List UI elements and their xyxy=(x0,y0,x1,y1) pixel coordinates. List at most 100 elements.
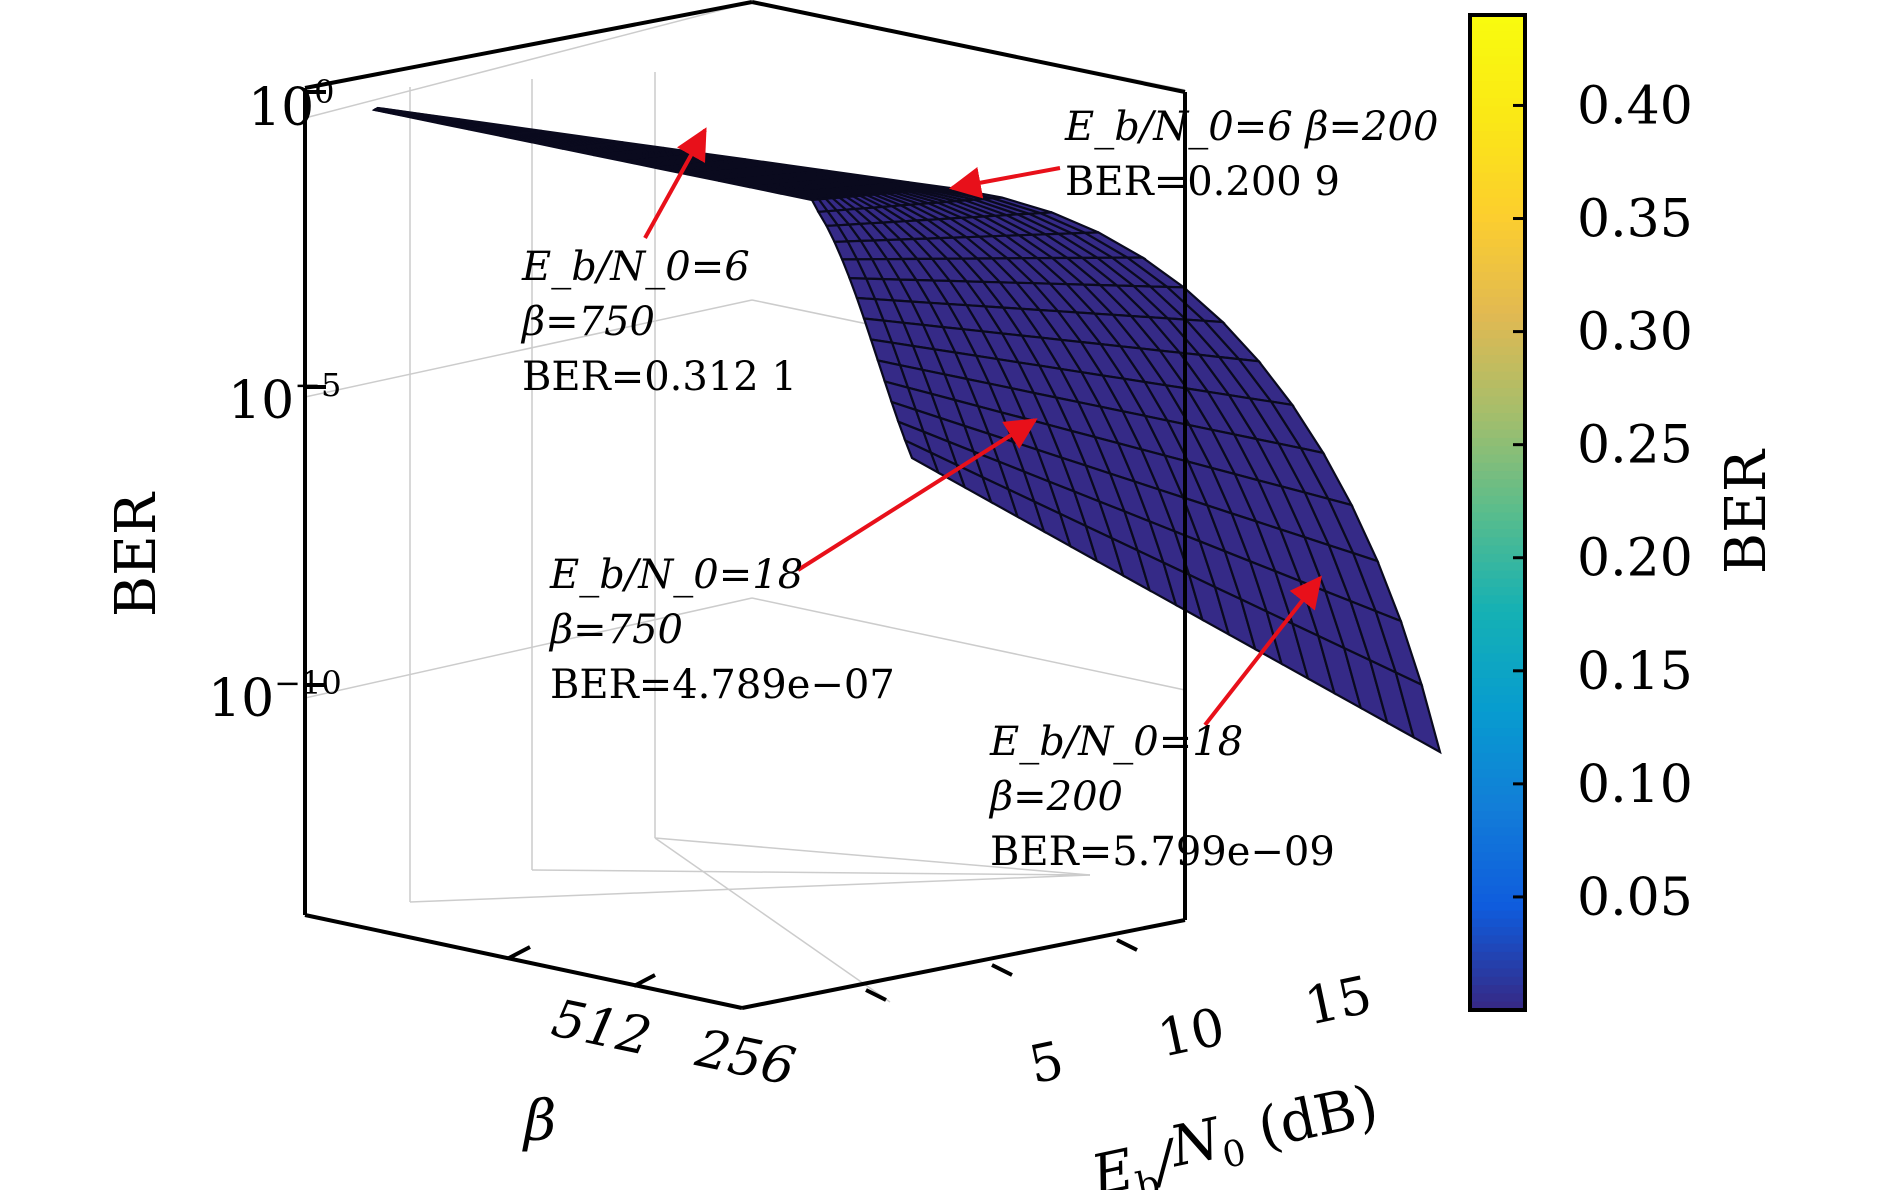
colorbar-swatch xyxy=(1470,927,1525,937)
colorbar-swatch xyxy=(1470,404,1525,414)
colorbar-tick-label: 0.05 xyxy=(1577,868,1693,928)
colorbar-swatch xyxy=(1470,811,1525,821)
annotation-4: E_b/N_0=18 β=200 BER=5.799e−09 xyxy=(988,719,1335,875)
colorbar-swatch xyxy=(1470,313,1525,323)
colorbar: 0.40 0.35 0.30 0.25 0.20 0.15 0.10 0.05 BER xyxy=(1468,13,1779,1012)
grid-line xyxy=(304,597,753,699)
colorbar-swatch xyxy=(1470,520,1525,531)
colorbar-swatch xyxy=(1470,437,1525,448)
colorbar-swatch xyxy=(1470,960,1525,970)
annotation-2: E_b/N_0=6 β=200 BER=0.200 9 xyxy=(1064,104,1451,205)
colorbar-swatch xyxy=(1470,645,1525,655)
colorbar-swatch xyxy=(1470,918,1525,929)
snr-tick-label-2: 15 xyxy=(1300,965,1377,1037)
axis-box xyxy=(303,0,1187,1010)
colorbar-swatch xyxy=(1470,180,1525,191)
colorbar-swatch xyxy=(1470,396,1525,406)
colorbar-swatch xyxy=(1470,628,1525,638)
colorbar-swatch xyxy=(1470,280,1525,290)
colorbar-swatch xyxy=(1470,89,1525,99)
annotation-1-line-2: β=750 xyxy=(520,299,655,345)
z-tick-label-1: 10−5 xyxy=(228,366,341,431)
axis-line xyxy=(751,0,1186,94)
colorbar-swatch xyxy=(1470,39,1525,50)
colorbar-swatch xyxy=(1470,139,1525,149)
colorbar-swatch xyxy=(1470,354,1525,365)
annotation-3: E_b/N_0=18 β=750 BER=4.789e−07 xyxy=(548,552,895,708)
colorbar-swatch xyxy=(1470,869,1525,879)
colorbar-swatch xyxy=(1470,512,1525,522)
grid-line xyxy=(409,874,1091,903)
snr-tick-mark xyxy=(1116,938,1138,952)
colorbar-swatch xyxy=(1470,686,1525,696)
colorbar-swatch xyxy=(1470,595,1525,605)
annotation-arrow-2 xyxy=(948,166,1061,199)
colorbar-swatch xyxy=(1470,446,1525,456)
snr-title-part: E xyxy=(1085,1137,1139,1190)
colorbar-swatch xyxy=(1470,155,1525,166)
colorbar-swatch xyxy=(1470,553,1525,564)
colorbar-swatch xyxy=(1470,272,1525,282)
snr-title-part: (dB) xyxy=(1235,1073,1384,1165)
colorbar-swatch xyxy=(1470,570,1525,580)
beta-axis-ticks xyxy=(508,945,656,988)
colorbar-swatch xyxy=(1470,363,1525,373)
colorbar-swatch xyxy=(1470,214,1525,224)
grid-line xyxy=(304,299,753,398)
annotation-1: E_b/N_0=6 β=750 BER=0.312 1 xyxy=(520,244,797,400)
colorbar-swatch xyxy=(1470,694,1525,705)
colorbar-swatch xyxy=(1470,296,1525,307)
colorbar-swatch xyxy=(1470,711,1525,721)
colorbar-frame xyxy=(1468,13,1527,1012)
colorbar-swatch xyxy=(1470,247,1525,257)
colorbar-swatch xyxy=(1470,197,1525,207)
colorbar-swatch xyxy=(1470,976,1525,987)
annotation-4-line-1: E_b/N_0=18 xyxy=(989,719,1243,765)
ber-surface xyxy=(371,106,1442,755)
colorbar-swatch xyxy=(1470,620,1525,630)
snr-tick-mark xyxy=(991,963,1013,977)
colorbar-swatch xyxy=(1470,603,1525,613)
colorbar-swatch xyxy=(1470,612,1525,622)
snr-tick-label-1: 10 xyxy=(1153,997,1230,1069)
colorbar-tick-label: 0.15 xyxy=(1577,642,1693,702)
grid-line xyxy=(654,837,1091,876)
beta-axis-title: β xyxy=(522,1089,556,1154)
grid-lines xyxy=(304,1,1186,1003)
colorbar-swatch xyxy=(1470,935,1525,945)
annotation-arrow-4 xyxy=(1203,575,1322,727)
beta-tick-mark xyxy=(633,973,656,988)
colorbar-swatch xyxy=(1470,56,1525,66)
colorbar-tick-label: 0.35 xyxy=(1577,190,1693,250)
colorbar-swatch xyxy=(1470,844,1525,854)
colorbar-tick-label: 0.40 xyxy=(1577,76,1693,136)
colorbar-swatch xyxy=(1470,454,1525,464)
colorbar-swatch xyxy=(1470,338,1525,348)
colorbar-swatch xyxy=(1470,794,1525,804)
annotation-3-line-1: E_b/N_0=18 xyxy=(549,552,803,598)
axis-line xyxy=(741,918,1186,1010)
colorbar-swatch xyxy=(1470,495,1525,506)
colorbar-swatch xyxy=(1470,761,1525,771)
colorbar-swatch xyxy=(1470,48,1525,58)
z-axis-ticks xyxy=(305,90,326,687)
colorbar-tick-label: 0.10 xyxy=(1577,755,1693,815)
colorbar-swatch xyxy=(1470,827,1525,837)
colorbar-swatch xyxy=(1470,893,1525,904)
colorbar-swatch xyxy=(1470,73,1525,83)
colorbar-tick-label: 0.25 xyxy=(1577,416,1693,476)
colorbar-swatch xyxy=(1470,877,1525,887)
colorbar-swatch xyxy=(1470,728,1525,738)
colorbar-swatch xyxy=(1470,993,1525,1003)
colorbar-swatch xyxy=(1470,744,1525,754)
colorbar-swatch xyxy=(1470,479,1525,489)
colorbar-swatch xyxy=(1470,786,1525,796)
colorbar-swatch xyxy=(1470,23,1525,33)
axis-line xyxy=(304,913,743,1010)
colorbar-swatch xyxy=(1470,562,1525,572)
annotation-3-line-3: BER=4.789e−07 xyxy=(550,662,895,708)
colorbar-swatch xyxy=(1470,678,1525,688)
colorbar-swatch xyxy=(1470,537,1525,547)
colorbar-swatch xyxy=(1470,985,1525,995)
colorbar-swatch xyxy=(1470,429,1525,439)
